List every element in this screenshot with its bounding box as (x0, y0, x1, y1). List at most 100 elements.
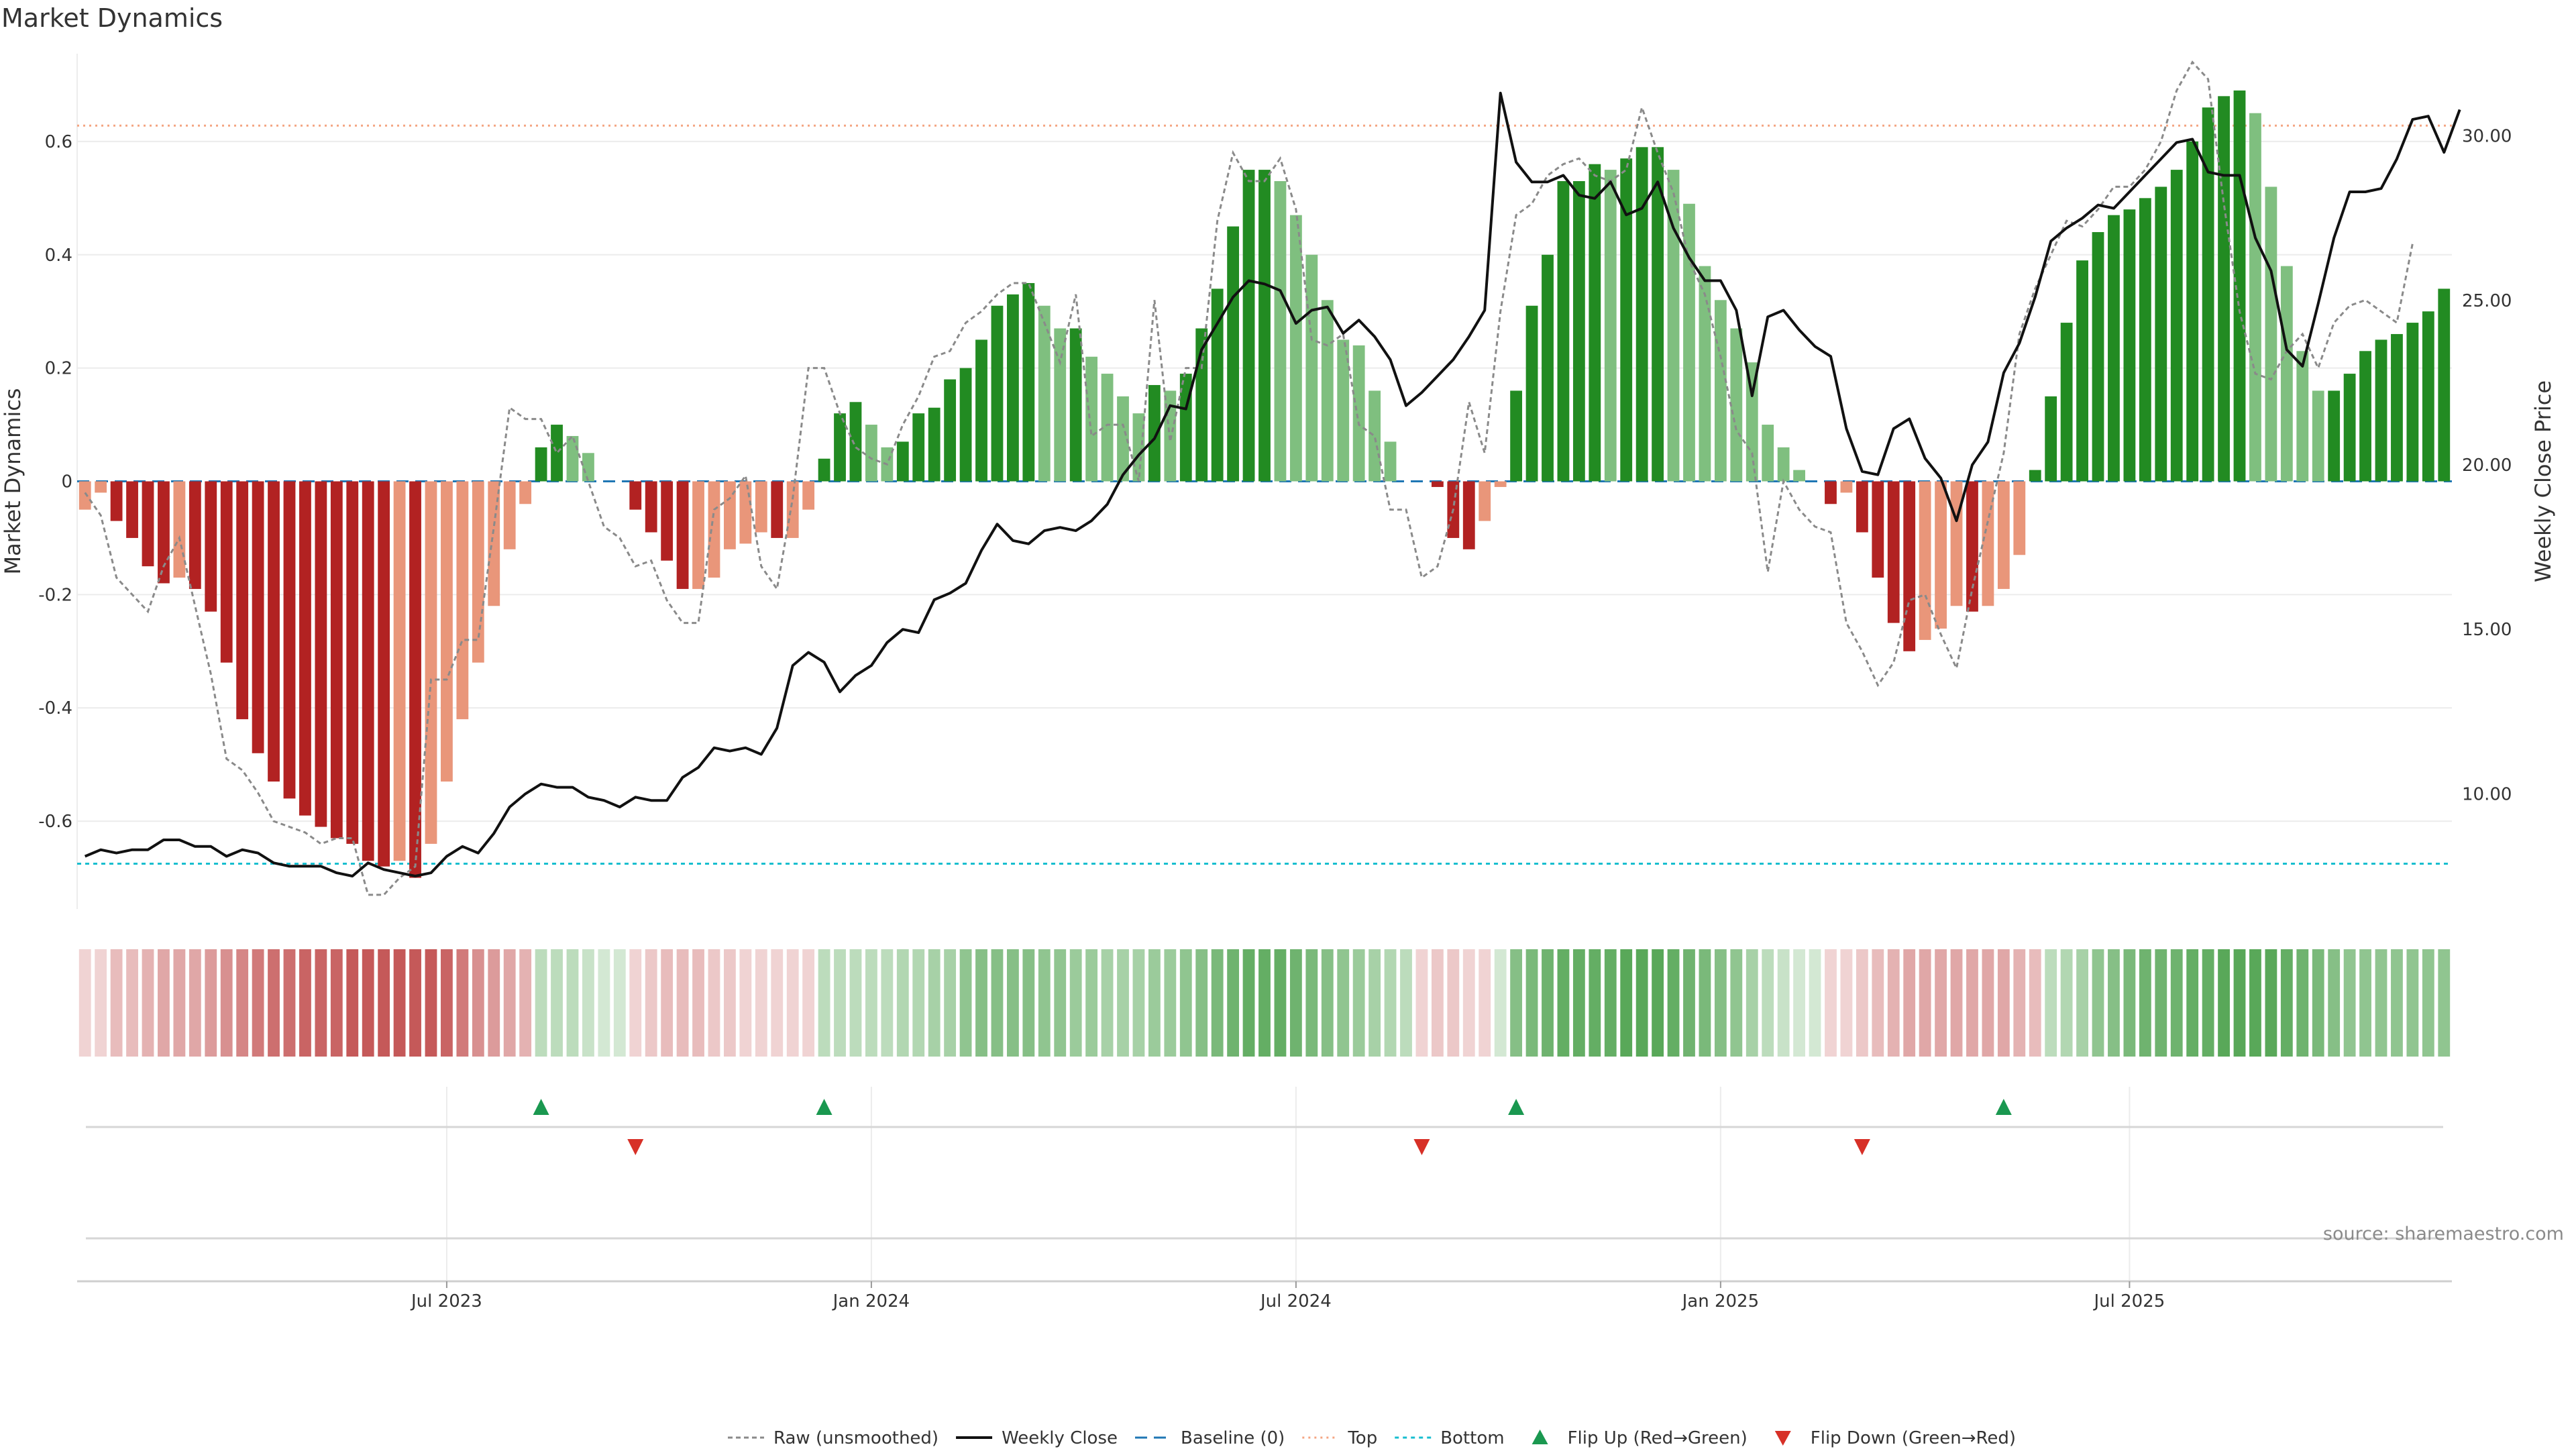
dynamics-bar (802, 481, 815, 510)
dynamics-bar (1006, 294, 1019, 482)
heatmap-cell (928, 949, 941, 1057)
heatmap-cell (1683, 949, 1695, 1057)
heatmap-cell (1101, 949, 1114, 1057)
dynamics-bar (1572, 180, 1585, 482)
dynamics-bar (1542, 254, 1554, 482)
heatmap-cell (189, 949, 201, 1057)
dynamics-bar (2013, 481, 2026, 555)
dynamics-bar (2186, 141, 2199, 482)
heatmap-cell (1982, 949, 1994, 1057)
heatmap-cell (1384, 949, 1397, 1057)
heatmap-cell (1227, 949, 1240, 1057)
heatmap-cell (2123, 949, 2136, 1057)
heatmap-cell (220, 949, 233, 1057)
heatmap-cell (2045, 949, 2057, 1057)
legend-swatch (1532, 1430, 1548, 1444)
dynamics-bar (959, 368, 972, 482)
flip-up-marker (1508, 1099, 1525, 1115)
dynamics-bar (1274, 180, 1287, 482)
heatmap-cell (268, 949, 280, 1057)
heatmap-cell (834, 949, 846, 1057)
heatmap-cell (582, 949, 594, 1057)
dynamics-bar (1825, 481, 1837, 504)
heatmap-cell (2186, 949, 2199, 1057)
heatmap-cell (488, 949, 500, 1057)
dynamics-bar (2280, 266, 2293, 482)
dynamics-bar (425, 481, 437, 844)
heatmap-cell (1054, 949, 1067, 1057)
dynamics-bar (1683, 203, 1695, 482)
heatmap-cell (158, 949, 170, 1057)
dynamics-bar (1620, 158, 1633, 482)
dynamics-bar (1872, 481, 1884, 578)
heatmap-cell (896, 949, 909, 1057)
y-left-tick-label: -0.6 (38, 812, 72, 832)
heatmap-cell (1620, 949, 1633, 1057)
heatmap-cell (771, 949, 784, 1057)
legend-item-close: Weekly Close (956, 1428, 1118, 1448)
flip-down-marker (1854, 1139, 1870, 1155)
dynamics-bar (1479, 481, 1491, 521)
heatmap-cell (1022, 949, 1035, 1057)
heatmap-cell (1557, 949, 1570, 1057)
heatmap-cell (1117, 949, 1129, 1057)
heatmap-cell (1274, 949, 1287, 1057)
heatmap-cell (173, 949, 186, 1057)
heatmap-cell (78, 949, 91, 1057)
legend-label: Top (1347, 1428, 1377, 1448)
heatmap-cell (1321, 949, 1334, 1057)
dynamics-bar (1132, 413, 1145, 482)
legend-label: Flip Up (Red→Green) (1568, 1428, 1748, 1448)
dynamics-bar (1652, 147, 1664, 482)
heatmap-cell (2406, 949, 2419, 1057)
dynamics-bar (299, 481, 311, 816)
dynamics-bar (1368, 390, 1381, 482)
heatmap-cell (1856, 949, 1868, 1057)
heatmap-cell (645, 949, 657, 1057)
heatmap-cell (1809, 949, 1821, 1057)
dynamics-bar (2076, 260, 2088, 482)
dynamics-bar (1919, 481, 1931, 640)
flip-up-marker (1995, 1099, 2012, 1115)
heatmap-cell (1289, 949, 1302, 1057)
dynamics-bar (1950, 481, 1963, 606)
heatmap-cell (142, 949, 154, 1057)
dynamics-bar (1793, 470, 1805, 482)
heatmap-cell (1714, 949, 1727, 1057)
y-right-tick-label: 20.00 (2462, 455, 2512, 476)
heatmap-cell (2108, 949, 2120, 1057)
dynamics-bar (1604, 170, 1617, 482)
heatmap-cell (1935, 949, 1947, 1057)
heatmap-cell (944, 949, 957, 1057)
heatmap-cell (2060, 949, 2073, 1057)
heatmap-cell (991, 949, 1004, 1057)
heatmap-cell (1635, 949, 1648, 1057)
dynamics-bar (2060, 323, 2073, 482)
legend-item-baseline: Baseline (0) (1135, 1428, 1285, 1448)
dynamics-bar (378, 481, 390, 867)
heatmap-cell (110, 949, 123, 1057)
dynamics-bar (865, 425, 877, 482)
dynamics-bar (645, 481, 657, 533)
weekly-close-line (84, 91, 2461, 877)
heatmap-cell (818, 949, 830, 1057)
heatmap-cell (1195, 949, 1208, 1057)
dynamics-bar (1746, 362, 1758, 482)
dynamics-bar (142, 481, 154, 567)
heatmap-cell (1337, 949, 1350, 1057)
y-left-tick-label: -0.2 (38, 585, 72, 605)
dynamics-bar (1101, 374, 1114, 482)
dynamics-bar (1289, 215, 1302, 482)
dynamics-bar (1384, 441, 1397, 482)
heatmap-cell (2375, 949, 2387, 1057)
heatmap-cell (708, 949, 720, 1057)
dynamics-bar (1903, 481, 1916, 651)
heatmap-cell (503, 949, 516, 1057)
dynamics-bar (2155, 186, 2167, 482)
heatmap-cell (472, 949, 484, 1057)
heatmap-cell (236, 949, 249, 1057)
dynamics-bar (2249, 113, 2261, 482)
legend-label: Weekly Close (1002, 1428, 1118, 1448)
heatmap-cell (692, 949, 704, 1057)
